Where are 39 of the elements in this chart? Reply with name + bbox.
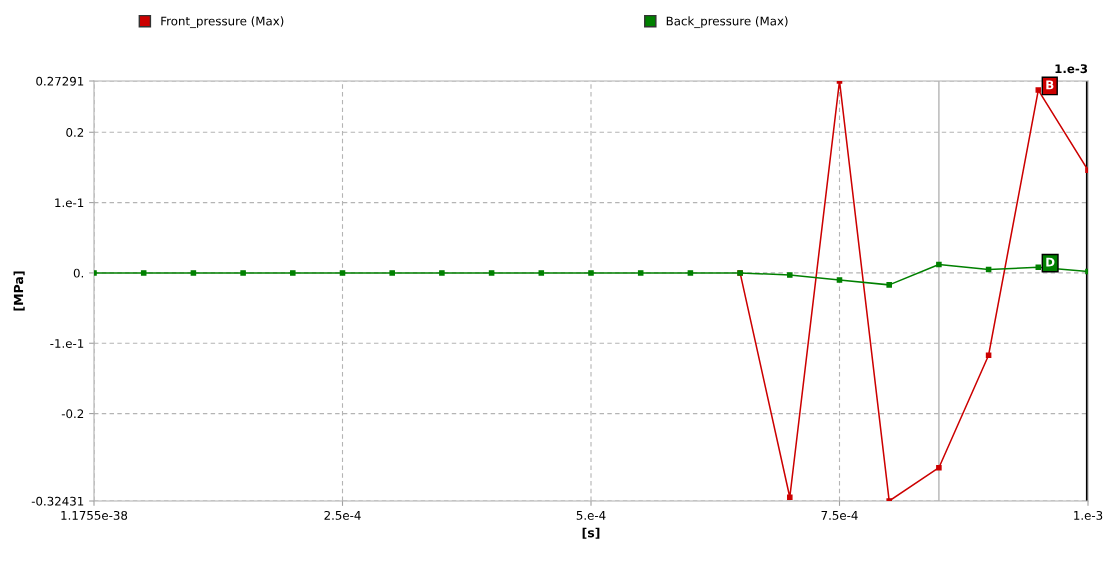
annotation: B [1046,80,1054,90]
point [190,270,197,276]
point [538,270,545,276]
y-tick-label: -0.32431 [31,496,84,506]
x-tick-label: 1.1755e-38 [61,510,128,520]
ref-line-label: 1.e-3 [1055,64,1088,74]
x-axis-title: [s] [582,527,600,539]
point [240,270,246,276]
annotation: D [1046,257,1055,267]
point [488,270,495,276]
point [836,277,843,283]
x-tick-label: 2.5e-4 [324,510,361,520]
y-tick-label: -0.2 [61,409,84,419]
x-tick-label: 7.5e-4 [821,511,858,520]
y-axis-title: [MPa] [13,271,25,311]
y-tick-label: 1.e-1 [55,198,84,208]
y-tick-label: -1.e-1 [50,339,84,348]
point [588,270,594,276]
legend-label: Back_pressure (Max) [666,16,788,29]
point [787,494,793,501]
x-tick-label: 5.e-4 [576,511,606,520]
point [140,270,147,276]
point [339,270,346,276]
y-tick-label: 0.27291 [36,76,84,86]
point [936,261,942,268]
point [787,272,793,278]
point [290,270,296,276]
point [886,282,892,288]
legend-label: Front_pressure (Max) [161,16,284,29]
x-tick-label: 1.e-3 [1074,510,1103,520]
point [637,270,644,276]
point [389,270,395,276]
y-tick-label: 0. [73,268,83,278]
point [985,352,992,358]
point [687,270,694,276]
point [439,270,445,276]
point [1035,87,1042,93]
y-tick-label: 0.2 [66,128,84,137]
point [936,464,942,471]
